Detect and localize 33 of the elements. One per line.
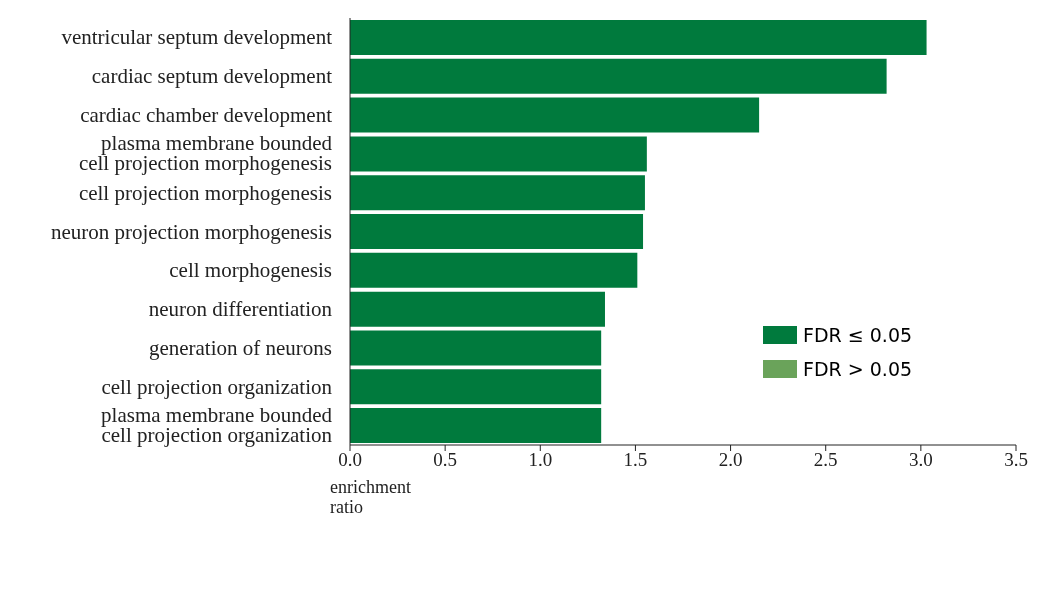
y-tick-label: cell morphogenesis <box>169 258 332 283</box>
x-tick-label: 0.0 <box>338 449 362 471</box>
x-tick-label: 3.5 <box>1004 449 1028 471</box>
x-tick-label: 2.0 <box>718 449 743 471</box>
y-tick-label: ventricular septum development <box>61 25 333 50</box>
legend-label: FDR > 0.05 <box>803 358 913 380</box>
y-tick-label: neuron differentiation <box>148 297 333 322</box>
x-tick-label: 1.5 <box>623 449 648 471</box>
legend-label: FDR ≤ 0.05 <box>803 324 913 346</box>
x-tick-label: 0.5 <box>433 449 458 471</box>
y-tick-label: neuron projection morphogenesis <box>50 219 332 244</box>
x-tick-label: 2.5 <box>813 449 838 471</box>
bar <box>350 214 644 250</box>
x-tick-label: 3.0 <box>908 449 933 471</box>
bar <box>350 97 760 133</box>
x-axis-title: enrichment ratio <box>330 477 411 517</box>
bar <box>350 252 638 288</box>
bar <box>350 408 602 444</box>
bar <box>350 291 605 327</box>
y-tick-label: cell projection morphogenesis <box>78 180 332 205</box>
y-tick-label: generation of neurons <box>148 335 332 360</box>
bar <box>350 175 645 211</box>
y-tick-label: plasma membrane bounded cell projection organization <box>101 402 333 447</box>
bar <box>350 58 887 94</box>
y-tick-label: cardiac chamber development <box>80 103 333 128</box>
y-tick-label: cell projection organization <box>101 374 333 399</box>
y-tick-label: plasma membrane bounded cell projection morphogenesis <box>78 130 333 175</box>
y-tick-label: cardiac septum development <box>91 64 333 89</box>
bar <box>350 369 602 405</box>
bar <box>350 330 602 366</box>
bar <box>350 19 927 55</box>
bar <box>350 136 647 172</box>
x-tick-label: 1.0 <box>528 449 553 471</box>
